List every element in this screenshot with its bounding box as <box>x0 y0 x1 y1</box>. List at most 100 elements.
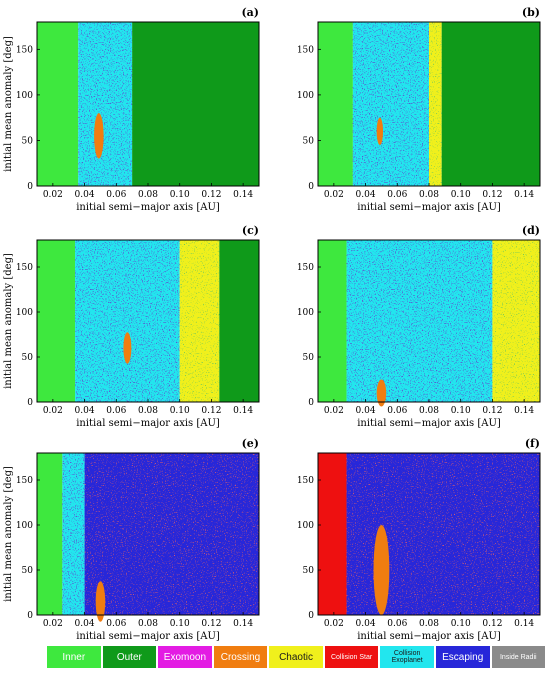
y-tick-label: 0 <box>308 182 314 192</box>
y-tick-label: 100 <box>297 308 314 318</box>
legend: Inner Outer Exomoon Crossing Chaotic Col… <box>47 646 547 668</box>
panel-label: (c) <box>242 224 259 237</box>
y-tick-label: 50 <box>22 353 34 363</box>
legend-item-collision-star: Collision Star <box>324 646 379 668</box>
region-texture <box>179 240 220 402</box>
x-tick-label: 0.14 <box>233 619 253 629</box>
y-axis-label: initial mean anomaly [deg] <box>3 253 14 389</box>
x-tick-label: 0.06 <box>106 190 126 200</box>
island-crossing <box>376 379 387 407</box>
island-crossing <box>123 332 132 364</box>
x-tick-label: 0.12 <box>482 190 502 200</box>
x-tick-label: 0.08 <box>419 190 439 200</box>
region-texture <box>429 22 442 186</box>
region-outer <box>441 22 540 186</box>
region-texture <box>352 22 429 186</box>
x-tick-label: 0.14 <box>233 406 253 416</box>
x-tick-label: 0.14 <box>514 190 534 200</box>
panel-1: 0.02 0.04 0.06 0.08 0.10 0.12 0.14 0 50 100 150 ini… <box>297 6 541 213</box>
x-tick-label: 0.08 <box>138 406 158 416</box>
legend-item-inner: Inner <box>47 646 101 668</box>
region-texture <box>62 453 85 615</box>
x-axis-label: initial semi−major axis [AU] <box>357 631 501 642</box>
legend-item-crossing: Crossing <box>213 646 268 668</box>
x-tick-label: 0.10 <box>451 190 471 200</box>
panel-label: (e) <box>242 437 259 450</box>
y-tick-label: 150 <box>297 476 314 486</box>
x-axis-label: initial semi−major axis [AU] <box>76 631 220 642</box>
y-tick-label: 150 <box>16 45 33 55</box>
island-crossing <box>94 113 104 159</box>
region-texture <box>492 240 540 402</box>
x-tick-label: 0.12 <box>201 619 221 629</box>
region-outer <box>219 240 259 402</box>
island-crossing <box>95 581 106 622</box>
x-tick-label: 0.12 <box>482 619 502 629</box>
y-tick-label: 50 <box>303 136 315 146</box>
x-axis-label: initial semi−major axis [AU] <box>76 418 220 429</box>
region-texture <box>75 240 180 402</box>
x-axis-label: initial semi−major axis [AU] <box>357 202 501 213</box>
y-tick-label: 0 <box>308 611 314 621</box>
y-axis-label: initial mean anomaly [deg] <box>3 36 14 172</box>
panel-label: (f) <box>525 437 540 450</box>
x-tick-label: 0.10 <box>170 406 190 416</box>
x-tick-label: 0.02 <box>324 406 344 416</box>
y-tick-label: 50 <box>22 136 34 146</box>
x-tick-label: 0.10 <box>170 619 190 629</box>
x-tick-label: 0.14 <box>233 190 253 200</box>
x-tick-label: 0.02 <box>43 190 63 200</box>
legend-item-inside-radii: Inside Radii <box>491 646 546 668</box>
x-tick-label: 0.04 <box>75 619 95 629</box>
x-tick-label: 0.14 <box>514 619 534 629</box>
x-tick-label: 0.06 <box>387 619 407 629</box>
panel-0: 0.02 0.04 0.06 0.08 0.10 0.12 0.14050100150ini… <box>3 6 260 213</box>
legend-item-exomoon: Exomoon <box>158 646 212 668</box>
y-tick-label: 100 <box>16 521 33 531</box>
region-inner <box>318 22 353 186</box>
x-tick-label: 0.10 <box>451 619 471 629</box>
x-axis-label: initial semi−major axis [AU] <box>357 418 501 429</box>
y-tick-label: 100 <box>16 308 33 318</box>
legend-item-outer: Outer <box>102 646 157 668</box>
y-tick-label: 0 <box>27 398 33 408</box>
x-tick-label: 0.02 <box>43 619 63 629</box>
x-tick-label: 0.08 <box>138 190 158 200</box>
y-tick-label: 100 <box>297 91 314 101</box>
panel-5: 0.02 0.04 0.06 0.08 0.10 0.12 0.14 0 50 100 150 ini… <box>297 437 541 642</box>
x-tick-label: 0.02 <box>324 190 344 200</box>
x-tick-label: 0.12 <box>201 406 221 416</box>
x-tick-label: 0.12 <box>482 406 502 416</box>
x-tick-label: 0.06 <box>106 619 126 629</box>
legend-item-escaping: Escaping <box>435 646 490 668</box>
island-crossing <box>376 117 384 145</box>
region-inner <box>37 240 76 402</box>
panel-label: (a) <box>241 6 259 19</box>
y-tick-label: 150 <box>297 263 314 273</box>
region-inner <box>37 453 63 615</box>
y-axis-label: initial mean anomaly [deg] <box>3 466 14 602</box>
x-tick-label: 0.04 <box>356 406 376 416</box>
region-outer <box>132 22 259 186</box>
panel-4: 0.02 0.04 0.06 0.08 0.10 0.12 0.14050100150ini… <box>3 437 260 642</box>
legend-item-chaotic: Chaotic <box>269 646 323 668</box>
region-texture <box>346 240 493 402</box>
y-tick-label: 150 <box>16 476 33 486</box>
x-tick-label: 0.06 <box>387 190 407 200</box>
x-tick-label: 0.04 <box>75 190 95 200</box>
x-tick-label: 0.14 <box>514 406 534 416</box>
y-tick-label: 0 <box>27 182 33 192</box>
y-tick-label: 0 <box>308 398 314 408</box>
y-tick-label: 100 <box>16 91 33 101</box>
y-tick-label: 0 <box>27 611 33 621</box>
y-tick-label: 50 <box>303 566 315 576</box>
y-tick-label: 100 <box>297 521 314 531</box>
y-tick-label: 50 <box>22 566 34 576</box>
x-tick-label: 0.08 <box>419 619 439 629</box>
panel-2: 0.02 0.04 0.06 0.08 0.10 0.12 0.14050100150ini… <box>3 224 260 429</box>
legend-item-collision-exoplanet: Collision Exoplanet <box>380 646 434 668</box>
panel-label: (b) <box>522 6 540 19</box>
region-texture <box>84 453 259 615</box>
x-tick-label: 0.08 <box>419 406 439 416</box>
